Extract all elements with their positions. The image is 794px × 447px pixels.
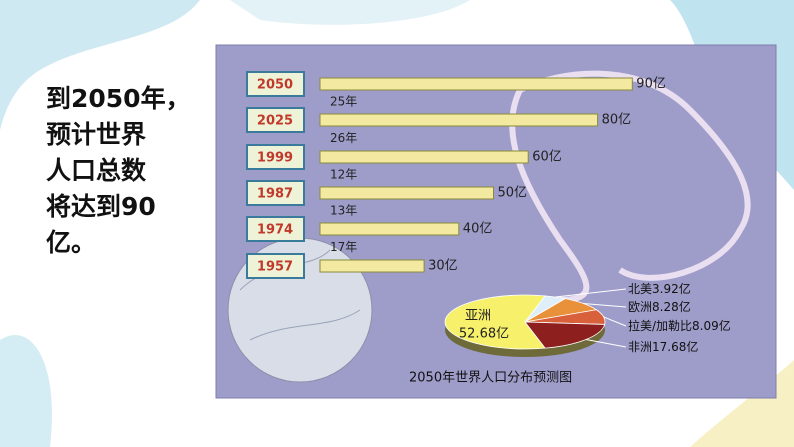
bar	[319, 150, 529, 164]
value-label: 90亿	[636, 77, 666, 92]
year-box	[246, 180, 305, 206]
pie-value-label: 17.68亿	[652, 339, 698, 354]
text-line: 将达到90	[46, 192, 156, 221]
bar	[319, 222, 460, 236]
bar	[319, 186, 494, 200]
decor	[690, 360, 794, 447]
value-label: 40亿	[463, 222, 493, 237]
value-label: 30亿	[428, 259, 458, 274]
interval-label: 26年	[330, 131, 357, 145]
pie-category: 拉美/加勒比	[628, 318, 692, 333]
year-box	[246, 107, 305, 133]
pie-label: 欧洲8.28亿	[628, 299, 691, 314]
pie-slice	[444, 294, 546, 350]
pie-category: 亚洲	[465, 309, 491, 324]
category-label: 1987	[257, 187, 293, 202]
pie-category: 非洲	[628, 340, 652, 354]
pie-label: 北美3.92亿	[628, 281, 691, 296]
value-label: 50亿	[498, 186, 528, 201]
bar	[319, 259, 425, 273]
category-label: 1999	[257, 151, 293, 166]
interval-label: 12年	[330, 168, 357, 182]
pie-label: 拉美/加勒比8.09亿	[628, 318, 731, 333]
bar	[319, 77, 633, 91]
leader-line	[585, 338, 627, 348]
pie-value-label: 3.92亿	[652, 281, 691, 296]
chart: 2050 90亿 2025 80亿 1999 60亿 1987 50亿 1974 40亿 1957 3…	[246, 71, 731, 386]
pie-category: 北美	[628, 282, 652, 296]
leader-line	[583, 302, 627, 308]
text-line: 预计世界	[46, 120, 146, 149]
leader-line	[603, 316, 627, 327]
decor	[0, 334, 52, 447]
decor	[0, 0, 200, 130]
text-line: 亿。	[46, 228, 96, 257]
pie-title: 2050年世界人口分布预测图	[409, 371, 572, 386]
interval-label: 13年	[330, 204, 357, 218]
category-label: 2025	[257, 114, 293, 129]
leader-line	[555, 288, 627, 298]
pie-category: 欧洲	[628, 300, 652, 314]
category-label: 2050	[257, 78, 293, 93]
pie-value-label: 52.68亿	[459, 327, 509, 342]
year-box	[246, 216, 305, 242]
year-box	[246, 71, 305, 97]
decor	[230, 0, 470, 25]
text-line: 到2050年，	[46, 84, 191, 113]
pie-value-label: 8.28亿	[652, 299, 691, 314]
value-label: 80亿	[602, 113, 632, 128]
bar	[319, 113, 599, 127]
interval-label: 17年	[330, 240, 357, 254]
interval-label: 25年	[330, 95, 357, 109]
value-label: 60亿	[532, 150, 562, 165]
year-box	[246, 253, 305, 279]
pie-value-label: 8.09亿	[692, 318, 731, 333]
pie-label: 非洲17.68亿	[628, 339, 698, 354]
text-line: 人口总数	[46, 156, 147, 185]
category-label: 1974	[257, 223, 293, 238]
year-box	[246, 144, 305, 170]
category-label: 1957	[257, 260, 293, 275]
